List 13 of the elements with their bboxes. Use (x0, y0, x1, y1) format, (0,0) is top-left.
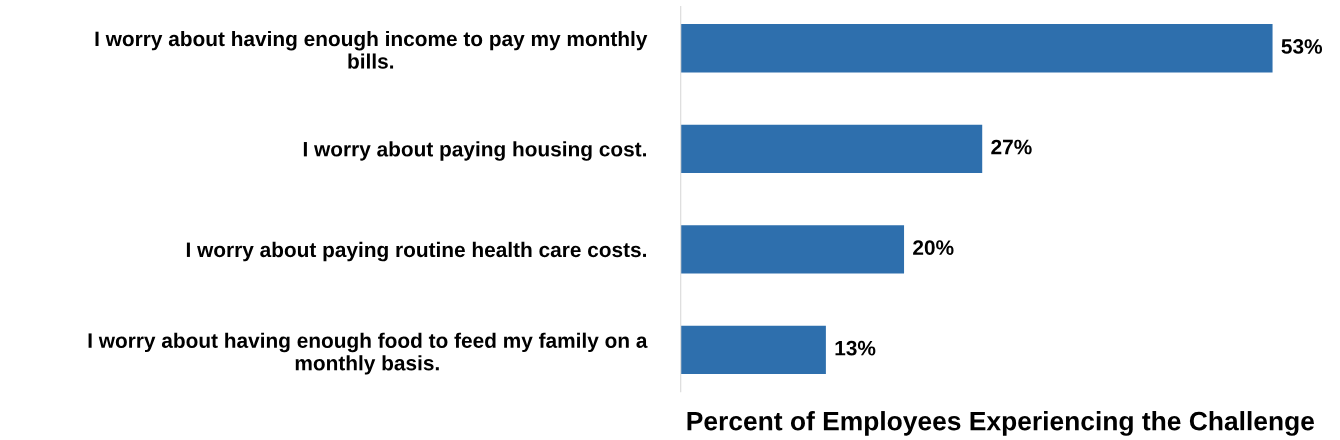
bar (680, 225, 905, 274)
x-axis-title: Percent of Employees Experiencing the Challenge (687, 411, 1314, 436)
y-tick-label: I worry about paying housing cost. (303, 141, 646, 161)
y-tick-label: I worry about having enough food to feed my family on a monthly basis. (88, 332, 648, 375)
y-tick-label: I worry about having enough income to pay my monthly bills. (95, 30, 648, 69)
data-label: 53% (1281, 39, 1323, 54)
bar (680, 325, 826, 375)
bar (680, 24, 1273, 73)
y-tick-label: I worry about paying routine health care costs. (186, 241, 646, 262)
data-label: 13% (835, 340, 876, 356)
bar (680, 124, 983, 173)
data-label: 27% (991, 139, 1032, 155)
data-label: 20% (913, 240, 954, 255)
